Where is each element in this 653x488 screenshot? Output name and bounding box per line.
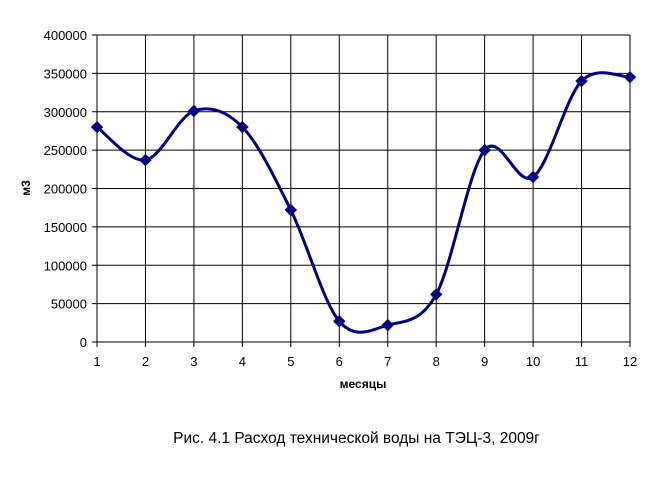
y-tick-label: 400000 [44,28,87,43]
x-tick-label: 10 [526,354,540,369]
data-point-marker [284,203,298,217]
x-tick-label: 5 [287,354,294,369]
data-point-marker [333,315,346,328]
data-point-marker [526,170,540,184]
y-tick-label: 100000 [44,258,87,273]
series-markers [90,71,637,332]
y-axis-title: м3 [19,180,33,196]
x-tick-label: 12 [623,354,637,369]
x-tick-label: 8 [433,354,440,369]
x-tick-label: 2 [142,354,149,369]
data-point-marker [139,153,152,167]
x-tick-label: 4 [239,354,246,369]
x-tick-label: 7 [384,354,391,369]
grid-lines [92,34,631,347]
data-point-marker [381,318,394,332]
data-point-marker [429,288,443,301]
data-point-marker [187,104,201,118]
x-tick-label: 3 [190,354,197,369]
y-tick-label: 150000 [44,220,87,235]
data-point-marker [478,143,491,157]
x-tick-label: 9 [481,354,488,369]
y-tick-label: 350000 [44,66,87,81]
data-point-marker [236,120,249,134]
x-tick-label: 1 [93,354,100,369]
y-axis-tick-labels: 0 50000 100000 150000 200000 250000 300000 3500… [44,28,87,350]
data-point-marker [575,74,588,88]
figure-caption: Рис. 4.1 Расход технической воды на ТЭЦ-… [173,430,540,447]
line-chart: 0 50000 100000 150000 200000 250000 300000 3500… [19,28,637,391]
y-tick-label: 250000 [44,143,87,158]
x-axis-tick-labels: 1 2 3 4 5 6 7 8 9 10 11 12 [93,354,637,369]
y-tick-label: 50000 [51,297,87,312]
x-tick-label: 11 [575,354,589,369]
data-point-marker [623,71,637,84]
data-point-marker [90,120,104,134]
y-tick-label: 200000 [44,182,87,197]
y-tick-label: 0 [80,335,87,350]
y-tick-label: 300000 [44,105,87,120]
x-tick-label: 6 [336,354,343,369]
x-axis-title: месяцы [340,377,387,391]
